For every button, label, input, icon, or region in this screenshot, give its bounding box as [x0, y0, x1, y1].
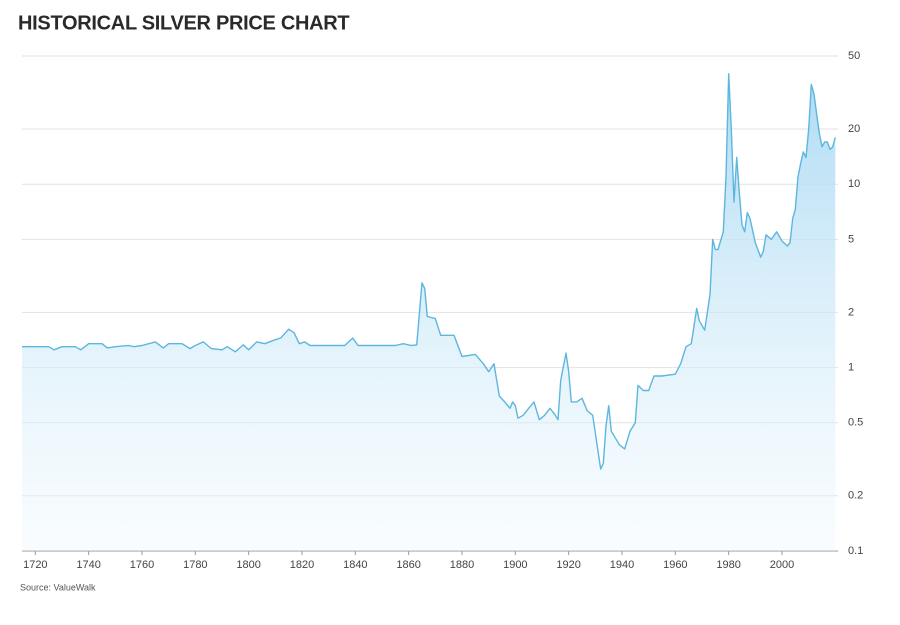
x-tick-label: 1900 — [503, 559, 527, 571]
y-tick-label: 50 — [848, 50, 860, 62]
y-tick-label: 0.1 — [848, 545, 863, 557]
x-tick-label: 1760 — [130, 559, 154, 571]
y-tick-label: 10 — [848, 178, 860, 190]
y-tick-label: 1 — [848, 362, 854, 374]
y-tick-label: 2 — [848, 306, 854, 318]
chart-title: HISTORICAL SILVER PRICE CHART — [18, 12, 349, 34]
x-tick-label: 2000 — [770, 559, 794, 571]
x-tick-label: 1840 — [343, 559, 367, 571]
x-tick-label: 1800 — [236, 559, 260, 571]
y-tick-label: 0.2 — [848, 490, 863, 502]
x-tick-label: 1820 — [290, 559, 314, 571]
area-fill — [22, 73, 836, 552]
price-line — [22, 73, 836, 470]
x-tick-label: 1740 — [76, 559, 100, 571]
x-tick-label: 1980 — [716, 559, 740, 571]
source-note: Source: ValueWalk — [20, 582, 96, 592]
x-tick-label: 1780 — [183, 559, 207, 571]
x-tick-label: 1860 — [396, 559, 420, 571]
x-tick-label: 1940 — [610, 559, 634, 571]
y-tick-label: 0.5 — [848, 417, 863, 429]
y-tick-label: 5 — [848, 233, 854, 245]
x-tick-label: 1920 — [556, 559, 580, 571]
x-tick-label: 1880 — [450, 559, 474, 571]
x-tick-label: 1720 — [23, 559, 47, 571]
y-tick-label: 20 — [848, 123, 860, 135]
x-tick-label: 1960 — [663, 559, 687, 571]
